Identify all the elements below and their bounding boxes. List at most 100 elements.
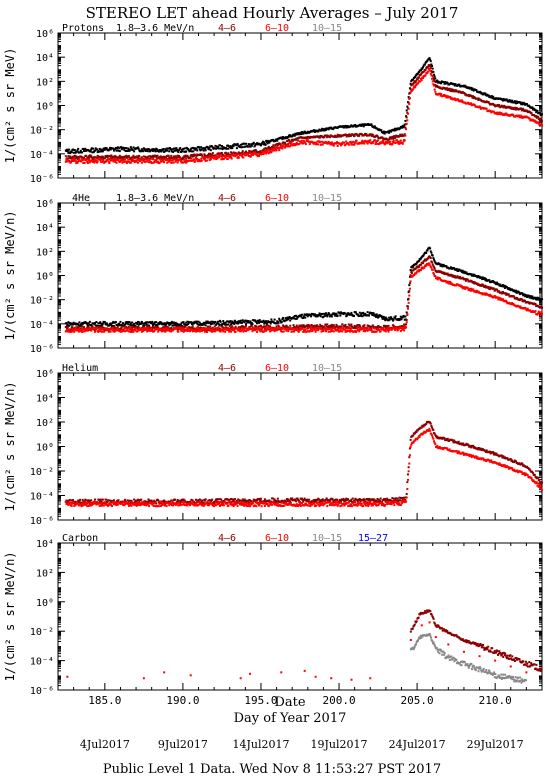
- data-point: [224, 156, 227, 159]
- data-point: [101, 330, 104, 333]
- data-point: [313, 324, 316, 327]
- data-point: [457, 270, 460, 273]
- data-point: [146, 150, 149, 153]
- data-point: [84, 147, 87, 150]
- data-point: [75, 156, 78, 159]
- data-point: [520, 298, 523, 301]
- data-point: [148, 148, 151, 151]
- data-point: [168, 323, 171, 326]
- data-point: [253, 152, 256, 155]
- data-point: [363, 142, 366, 145]
- data-point: [99, 324, 102, 327]
- data-point: [94, 160, 97, 163]
- data-point: [388, 143, 391, 146]
- data-point: [192, 154, 195, 157]
- data-point: [500, 291, 503, 294]
- data-point: [182, 321, 185, 324]
- data-point: [65, 326, 68, 329]
- data-point: [407, 96, 410, 99]
- data-point: [443, 271, 446, 274]
- data-point: [174, 156, 177, 159]
- data-point: [339, 142, 342, 145]
- data-point: [153, 322, 156, 325]
- data-point: [155, 148, 158, 151]
- data-point: [88, 320, 91, 323]
- data-point: [106, 159, 109, 162]
- data-point: [491, 97, 494, 100]
- data-point: [346, 327, 349, 330]
- data-point: [416, 78, 419, 81]
- data-point: [69, 322, 72, 325]
- data-point: [403, 318, 406, 321]
- data-point: [352, 133, 355, 136]
- data-point: [315, 329, 318, 332]
- data-point: [250, 144, 253, 147]
- data-point: [245, 142, 248, 145]
- data-point: [356, 324, 359, 327]
- data-point: [101, 324, 104, 327]
- data-point: [328, 324, 331, 327]
- data-point: [88, 159, 91, 162]
- data-point: [304, 316, 307, 319]
- data-point: [96, 327, 99, 330]
- data-point: [199, 149, 202, 152]
- data-point: [425, 264, 428, 267]
- data-point: [330, 326, 333, 329]
- data-point: [255, 150, 258, 153]
- data-point: [230, 330, 233, 333]
- data-point: [183, 150, 186, 153]
- data-point: [208, 159, 211, 162]
- data-point: [295, 138, 298, 141]
- data-point: [300, 313, 303, 316]
- data-point: [217, 326, 220, 329]
- data-point: [259, 324, 262, 327]
- data-point: [217, 156, 220, 159]
- data-point: [66, 326, 69, 329]
- data-point: [287, 318, 290, 321]
- data-point: [520, 107, 523, 110]
- data-point: [177, 330, 180, 333]
- data-point: [449, 89, 452, 92]
- data-point: [302, 330, 305, 333]
- data-point: [176, 158, 179, 161]
- data-point: [319, 323, 322, 326]
- data-point: [263, 330, 266, 333]
- data-point: [265, 329, 268, 332]
- data-point: [164, 156, 167, 159]
- data-point: [492, 95, 495, 98]
- data-point: [121, 156, 124, 159]
- series-4-6: [64, 255, 543, 332]
- data-point: [211, 322, 214, 325]
- data-point: [325, 314, 328, 317]
- data-point: [295, 328, 298, 331]
- data-point: [425, 259, 428, 262]
- data-point: [196, 149, 199, 152]
- data-point: [306, 330, 309, 333]
- data-point: [355, 330, 358, 333]
- data-point: [412, 78, 415, 81]
- data-point: [376, 314, 379, 317]
- data-point: [514, 106, 517, 109]
- data-point: [432, 257, 435, 260]
- data-point: [65, 322, 68, 325]
- data-point: [537, 310, 540, 313]
- data-point: [194, 330, 197, 333]
- data-point: [325, 330, 328, 333]
- data-point: [168, 328, 171, 331]
- data-point: [217, 320, 220, 323]
- data-point: [207, 152, 210, 155]
- data-point: [393, 316, 396, 319]
- data-point: [246, 321, 249, 324]
- data-point: [241, 327, 244, 330]
- data-point: [273, 149, 276, 152]
- data-point: [492, 103, 495, 106]
- data-point: [94, 329, 97, 332]
- data-point: [122, 328, 125, 331]
- data-point: [136, 322, 139, 325]
- data-point: [366, 142, 369, 145]
- data-point: [387, 330, 390, 333]
- data-point: [237, 156, 240, 159]
- y-axis-label: 1/(cm² s sr MeV/n): [3, 210, 17, 340]
- data-point: [98, 326, 101, 329]
- data-point: [265, 328, 268, 331]
